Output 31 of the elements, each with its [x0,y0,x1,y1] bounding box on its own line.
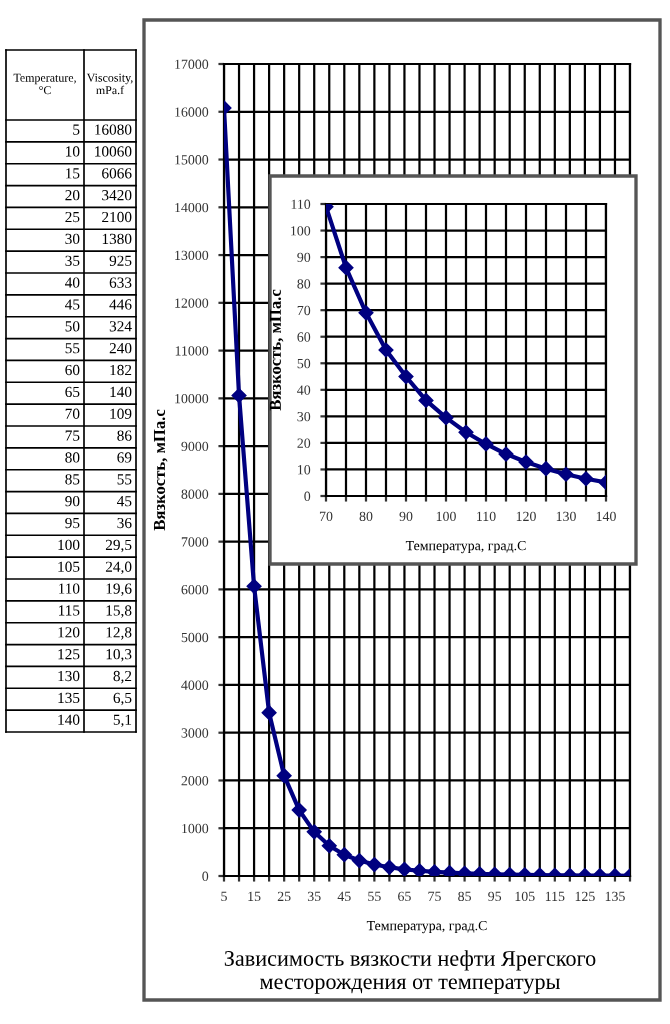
point [306,824,322,840]
point [382,860,397,875]
point [538,461,554,476]
point [442,865,457,876]
point [261,705,277,720]
point [358,305,374,321]
point [478,436,494,452]
point [352,853,367,868]
point [246,578,262,594]
point [518,454,534,470]
point [558,466,574,482]
point [427,864,442,876]
point [412,863,427,876]
point [276,768,292,783]
point [291,802,307,818]
point [578,471,594,487]
point [231,388,247,403]
y-axis-title: Вязкость, мПа.с [153,409,168,531]
point [338,260,354,275]
point [498,446,514,462]
point [418,393,434,408]
text: Зависимость вязкости нефти Ярегского месторождения от температуры [224,950,596,994]
point [438,410,454,425]
point [398,369,414,384]
point [321,838,337,854]
point [397,862,412,876]
point [378,342,394,358]
point [337,847,352,862]
y-axis-title: Вязкость, мПа.с [269,289,284,411]
point [458,425,474,440]
point [367,857,382,872]
